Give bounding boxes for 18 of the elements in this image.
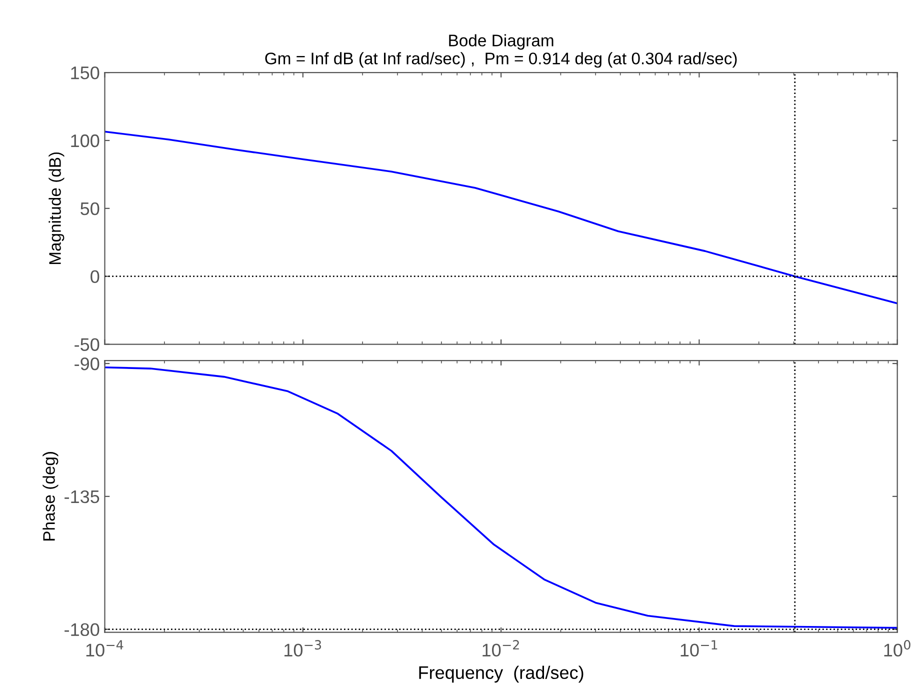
x-tick-label: 10$^{0}$ xyxy=(884,640,910,656)
y-tick-label: 150 xyxy=(71,66,100,80)
x-axis-title: Frequency (rad/sec) xyxy=(419,666,584,683)
y-axis-title: Phase (deg) xyxy=(42,452,58,540)
x-tick-label: 10$^{−2}$ xyxy=(482,640,519,656)
chart-title: Bode Diagram xyxy=(449,34,554,50)
y-tick-label: 0 xyxy=(90,270,100,284)
y-tick-label: 50 xyxy=(80,202,100,216)
x-tick-label: 10$^{−3}$ xyxy=(284,640,322,656)
y-tick-label: -135 xyxy=(64,490,100,504)
chart-subtitle: Gm = Inf dB (at Inf rad/sec) , Pm = 0.914 deg (at 0.304 rad/sec) xyxy=(265,52,737,68)
y-tick-label: -50 xyxy=(74,338,100,351)
y-axis-title: Magnitude (dB) xyxy=(48,152,64,264)
y-tick-label: 100 xyxy=(71,134,100,148)
x-tick-label: 10$^{−1}$ xyxy=(680,640,718,657)
y-tick-label: -180 xyxy=(64,623,100,636)
y-tick-label: -90 xyxy=(74,357,100,370)
x-tick-label: 10$^{−4}$ xyxy=(86,640,124,657)
